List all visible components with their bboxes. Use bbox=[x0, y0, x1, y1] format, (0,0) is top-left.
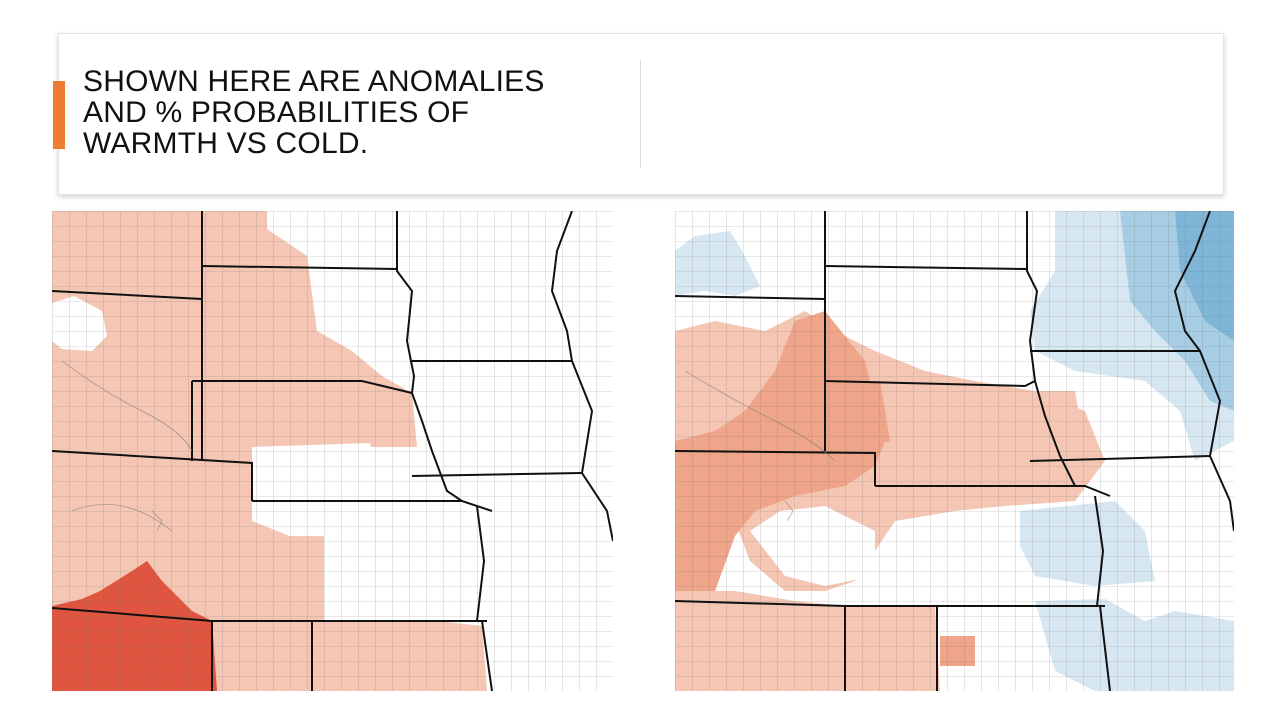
title-divider bbox=[640, 60, 641, 168]
anomaly-map bbox=[52, 211, 613, 691]
probability-map bbox=[675, 211, 1234, 691]
title-card: SHOWN HERE ARE ANOMALIES AND % PROBABILI… bbox=[53, 33, 1224, 195]
accent-bar bbox=[53, 81, 65, 149]
probability-map-svg bbox=[675, 211, 1234, 691]
state-borders bbox=[675, 211, 1234, 691]
terrain-lines bbox=[61, 360, 193, 532]
county-grid bbox=[52, 211, 613, 691]
terrain-lines bbox=[684, 370, 836, 522]
slide-title: SHOWN HERE ARE ANOMALIES AND % PROBABILI… bbox=[83, 65, 545, 160]
state-borders bbox=[52, 211, 613, 691]
anomaly-map-svg bbox=[52, 211, 613, 691]
